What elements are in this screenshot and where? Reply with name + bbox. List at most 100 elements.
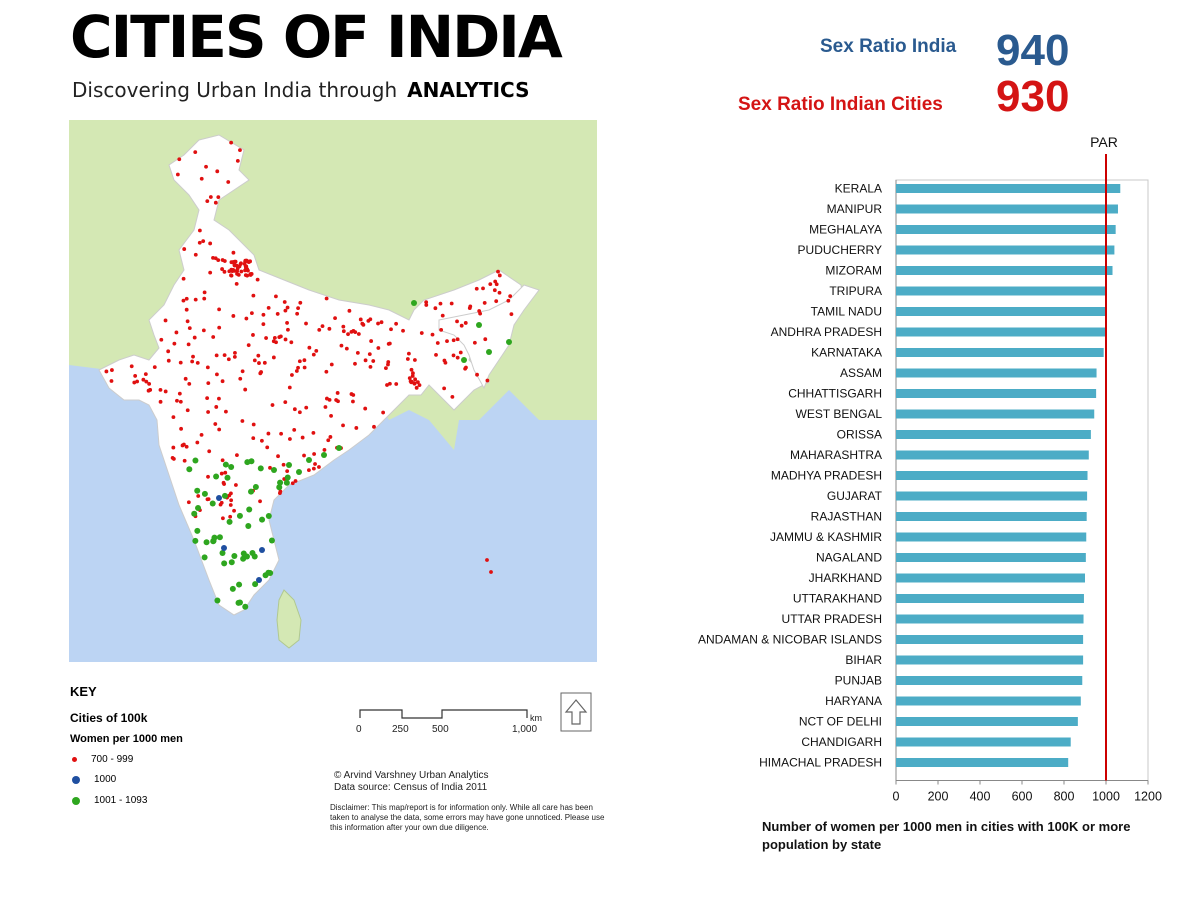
city-dot-red: [341, 329, 346, 334]
city-dot-green: [211, 534, 218, 541]
city-dot-red: [292, 407, 297, 412]
city-dot-red: [230, 269, 235, 274]
city-dot-red: [172, 341, 177, 346]
city-dot-red: [256, 353, 261, 358]
city-dot-red: [266, 305, 271, 310]
bar: [896, 307, 1106, 316]
city-dot-red: [186, 500, 191, 505]
city-dot-red: [163, 318, 168, 323]
city-dot-red: [185, 408, 190, 413]
city-dot-red: [312, 452, 317, 456]
city-dot-red: [211, 335, 216, 339]
scale-label-250: 250: [392, 724, 409, 735]
city-dot-red: [411, 371, 415, 376]
city-dot-red: [449, 301, 454, 306]
city-dot-green: [191, 510, 198, 517]
city-dot-red: [211, 255, 215, 260]
india-map-svg: [69, 120, 597, 662]
par-label: PAR: [1090, 134, 1118, 150]
city-dot-red: [311, 430, 316, 435]
city-dot-red: [258, 371, 263, 376]
city-dot-red: [144, 379, 149, 384]
city-dot-red: [222, 269, 227, 274]
city-dot-red: [236, 272, 241, 277]
city-dot-red: [322, 448, 327, 452]
city-dot-red: [386, 342, 391, 346]
city-dot-red: [233, 350, 237, 355]
city-dot-red: [333, 316, 337, 321]
city-dot-red: [231, 314, 236, 318]
city-dot-red: [488, 282, 493, 287]
bar: [896, 491, 1088, 501]
city-dot-red: [177, 157, 182, 162]
city-dot-green: [236, 581, 243, 588]
city-dot-red: [274, 294, 278, 299]
city-dot-green: [213, 473, 220, 480]
city-dot-red: [298, 300, 303, 305]
city-dot-red: [220, 458, 225, 463]
city-dot-green: [411, 300, 417, 306]
city-dot-red: [302, 358, 307, 363]
city-dot-green: [203, 539, 210, 546]
city-dot-green: [216, 534, 223, 541]
category-label: ASSAM: [840, 366, 882, 380]
city-dot-red: [148, 388, 153, 392]
city-dot-green: [221, 560, 228, 567]
city-dot-red: [408, 379, 413, 384]
city-dot-green: [257, 465, 264, 472]
city-dot-red: [166, 349, 171, 354]
city-dot-red: [193, 150, 198, 155]
city-dot-green: [222, 461, 229, 468]
city-dot-red: [482, 301, 487, 305]
city-dot-green: [506, 339, 512, 345]
city-dot-red: [339, 343, 344, 348]
city-dot-red: [226, 357, 231, 362]
city-dot-red: [376, 321, 380, 326]
bar: [896, 348, 1104, 357]
city-dot-red: [311, 352, 316, 357]
city-dot-green: [461, 357, 467, 363]
city-dot-red: [417, 383, 422, 388]
city-dot-red: [279, 431, 284, 436]
city-dot-red: [213, 422, 218, 426]
city-dot-red: [410, 374, 415, 378]
city-dot-red: [226, 180, 231, 184]
city-dot-red: [255, 277, 260, 282]
city-dot-red: [419, 331, 424, 335]
credit-line-2: Data source: Census of India 2011: [334, 782, 488, 793]
category-label: MANIPUR: [827, 202, 883, 216]
category-label: JAMMU & KASHMIR: [770, 530, 882, 544]
city-dot-red: [208, 241, 213, 246]
bar: [896, 327, 1106, 337]
city-dot-green: [195, 504, 202, 511]
city-dot-red: [485, 378, 490, 383]
city-dot-green: [228, 463, 235, 470]
city-dot-red: [220, 267, 224, 271]
bar-chart: KERALA MANIPUR MEGHALAYA PUDUCHERRY MIZORAM T…: [698, 134, 1162, 804]
city-dot-red: [181, 276, 186, 281]
city-dot-green: [245, 522, 252, 529]
city-dot-red: [193, 297, 198, 302]
city-dot-red: [324, 296, 329, 301]
map-sri-lanka: [276, 589, 302, 649]
category-label: GUJARAT: [827, 489, 883, 503]
category-label: MIZORAM: [825, 264, 882, 278]
city-dot-green: [242, 603, 249, 610]
city-dot-red: [481, 286, 485, 291]
city-dot-red: [238, 376, 243, 381]
city-dot-red: [251, 436, 256, 441]
city-dot-green: [251, 553, 258, 560]
city-dot-red: [235, 453, 239, 458]
city-dot-red: [311, 466, 316, 471]
city-dot-red: [415, 380, 420, 385]
city-dot-red: [355, 350, 360, 355]
city-dot-green: [252, 484, 259, 491]
city-dot-red: [369, 339, 374, 343]
category-label: BIHAR: [845, 653, 882, 667]
city-dot-red: [272, 336, 277, 340]
city-dot-red: [213, 200, 218, 205]
city-dot-red: [368, 364, 373, 369]
category-label: ORISSA: [837, 428, 882, 442]
city-dot-red: [229, 498, 234, 503]
city-dot-red: [435, 341, 440, 345]
